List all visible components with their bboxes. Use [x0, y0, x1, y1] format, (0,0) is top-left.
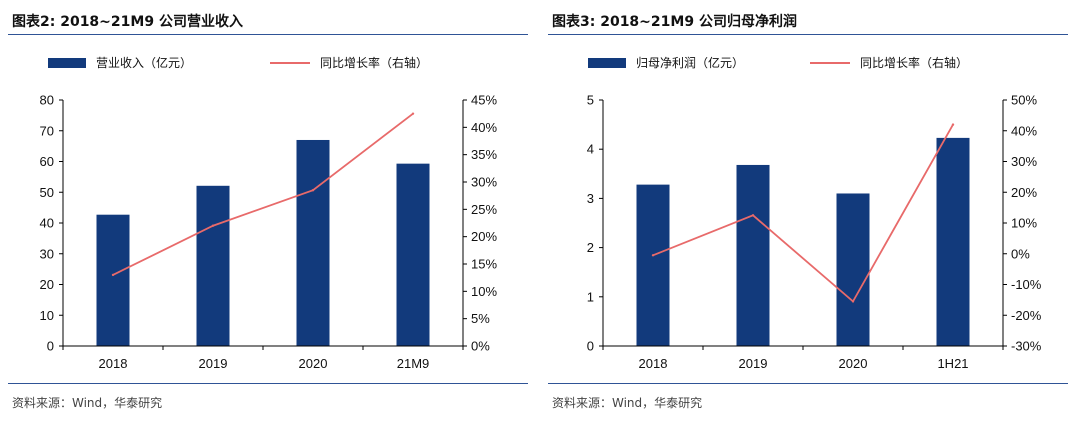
y-right-tick-label: 35% — [471, 147, 497, 162]
figure-title: 图表2: 2018~21M9 公司营业收入 — [12, 14, 243, 30]
y-right-tick-label: -20% — [1011, 308, 1042, 323]
y-right-tick-label: 20% — [1011, 185, 1037, 200]
growth-point — [951, 123, 955, 126]
y-right-tick-label: 10% — [471, 284, 497, 299]
growth-point — [311, 189, 315, 192]
x-tick-label: 2020 — [299, 356, 328, 371]
y-right-tick-label: 50% — [1011, 93, 1037, 108]
y-left-tick-label: 80 — [40, 93, 54, 108]
bar — [836, 193, 870, 346]
legend-bar-swatch — [48, 58, 86, 68]
y-right-tick-label: 40% — [1011, 123, 1037, 138]
growth-point — [851, 300, 855, 303]
y-right-tick-label: 25% — [471, 202, 497, 217]
legend-label: 同比增长率（右轴） — [320, 55, 428, 70]
y-left-tick-label: 0 — [47, 339, 54, 354]
y-left-tick-label: 3 — [587, 191, 594, 206]
bar — [396, 163, 430, 346]
growth-line — [652, 124, 954, 303]
bar — [96, 214, 130, 346]
y-left-tick-label: 40 — [40, 216, 54, 231]
legend-label: 归母净利润（亿元） — [636, 55, 744, 70]
x-tick-label: 21M9 — [397, 356, 430, 371]
bar — [196, 185, 230, 346]
figure-title: 图表3: 2018~21M9 公司归母净利润 — [552, 14, 797, 30]
legend-label: 同比增长率（右轴） — [860, 55, 968, 70]
x-tick-label: 2019 — [199, 356, 228, 371]
legend-label: 营业收入（亿元） — [96, 55, 192, 70]
y-right-tick-label: 40% — [471, 120, 497, 135]
y-left-tick-label: 0 — [587, 339, 594, 354]
x-tick-label: 2018 — [639, 356, 668, 371]
x-tick-label: 2019 — [739, 356, 768, 371]
y-right-tick-label: 5% — [471, 311, 490, 326]
source-note: 资料来源：Wind，华泰研究 — [552, 396, 703, 410]
y-right-tick-label: 15% — [471, 257, 497, 272]
y-right-tick-label: 30% — [471, 175, 497, 190]
source-note: 资料来源：Wind，华泰研究 — [12, 396, 163, 410]
x-tick-label: 2018 — [99, 356, 128, 371]
y-right-tick-label: 45% — [471, 93, 497, 108]
bottom-rule — [8, 383, 528, 384]
y-left-tick-label: 1 — [587, 289, 594, 304]
x-tick-label: 1H21 — [937, 356, 968, 371]
y-right-tick-label: 10% — [1011, 216, 1037, 231]
x-tick-label: 2020 — [839, 356, 868, 371]
growth-point — [411, 112, 415, 115]
growth-point — [651, 254, 655, 257]
y-right-tick-label: 0% — [471, 339, 490, 354]
y-left-tick-label: 2 — [587, 240, 594, 255]
top-rule — [8, 34, 528, 35]
y-left-tick-label: 20 — [40, 277, 54, 292]
y-left-tick-label: 50 — [40, 185, 54, 200]
bar — [936, 137, 970, 346]
y-left-tick-label: 4 — [587, 142, 594, 157]
y-left-tick-label: 70 — [40, 123, 54, 138]
bar — [296, 139, 330, 346]
growth-point — [111, 273, 115, 277]
growth-line — [112, 112, 414, 276]
chart-panel-net-profit: 图表3: 2018~21M9 公司归母净利润 归母净利润（亿元） 同比增长率（右轴… — [548, 0, 1070, 424]
top-rule — [548, 34, 1068, 35]
y-right-tick-label: 20% — [471, 229, 497, 244]
y-right-tick-label: -10% — [1011, 277, 1042, 292]
bottom-rule — [548, 383, 1068, 384]
y-right-tick-label: 30% — [1011, 154, 1037, 169]
chart-panel-revenue: 图表2: 2018~21M9 公司营业收入 营业收入（亿元） 同比增长率（右轴） 0… — [8, 0, 530, 424]
bar — [636, 184, 670, 346]
bar — [736, 164, 770, 346]
net-profit-chart: 归母净利润（亿元） 同比增长率（右轴） 0 1 2 3 4 5 -30% -20% -10% 0% 10… — [587, 55, 1042, 371]
revenue-chart: 营业收入（亿元） 同比增长率（右轴） 0 10 20 30 40 50 60 70 80 0% 5% 10… — [40, 55, 498, 371]
growth-point — [751, 214, 755, 217]
y-left-tick-label: 5 — [587, 93, 594, 108]
y-right-tick-label: -30% — [1011, 339, 1042, 354]
growth-point — [211, 224, 215, 227]
y-left-tick-label: 60 — [40, 154, 54, 169]
y-left-tick-label: 10 — [40, 308, 54, 323]
y-left-tick-label: 30 — [40, 246, 54, 261]
legend-bar-swatch — [588, 58, 626, 68]
y-right-tick-label: 0% — [1011, 246, 1030, 261]
